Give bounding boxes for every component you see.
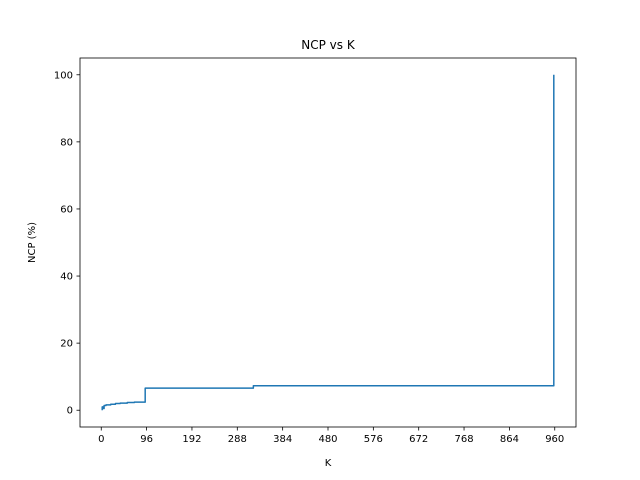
y-tick-label: 100 — [54, 70, 73, 81]
x-tick-label: 384 — [273, 434, 292, 445]
axes-frame — [79, 57, 577, 428]
x-axis-label: K — [325, 458, 332, 469]
x-tick-label: 480 — [318, 434, 337, 445]
y-tick-label: 40 — [60, 272, 73, 283]
x-tick-label: 0 — [98, 434, 104, 445]
y-axis-label: NCP (%) — [27, 222, 38, 263]
x-tick-label: 192 — [182, 434, 201, 445]
y-tick-label: 80 — [60, 137, 73, 148]
x-tick-label: 768 — [454, 434, 473, 445]
y-tick-label: 0 — [67, 406, 73, 417]
x-tick-label: 672 — [409, 434, 428, 445]
x-axis: 0 96 192 288 384 480 576 672 768 864 960 — [98, 427, 564, 445]
y-tick-label: 60 — [60, 204, 73, 215]
series-line-0 — [101, 74, 555, 411]
x-tick-label: 960 — [545, 434, 564, 445]
y-tick-label: 20 — [60, 339, 73, 350]
chart-title: NCP vs K — [301, 38, 356, 52]
x-tick-label: 576 — [364, 434, 383, 445]
plot-area — [101, 74, 555, 411]
x-tick-label: 864 — [500, 434, 519, 445]
y-axis: 0 20 40 60 80 100 — [54, 70, 80, 417]
x-tick-label: 96 — [140, 434, 153, 445]
x-tick-label: 288 — [228, 434, 247, 445]
